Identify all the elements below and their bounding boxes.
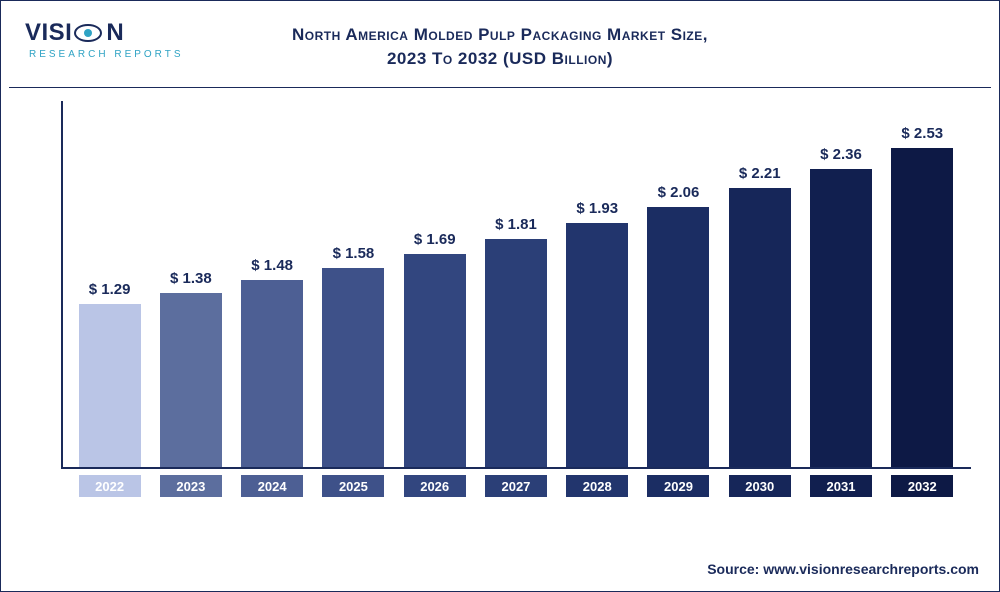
bar <box>322 268 384 467</box>
x-axis-label: 2026 <box>404 475 466 497</box>
source-label: Source: <box>707 561 763 577</box>
bar <box>729 188 791 467</box>
bar <box>241 280 303 467</box>
x-axis-label: 2023 <box>160 475 222 497</box>
bar <box>891 148 953 467</box>
bar-group: $ 1.93 <box>561 200 633 467</box>
x-axis-label: 2030 <box>729 475 791 497</box>
x-axis-label: 2031 <box>810 475 872 497</box>
bar <box>160 293 222 467</box>
x-labels-container: 2022 2023 2024 2025 2026 2027 2028 2029 2030 2031… <box>61 475 971 501</box>
bar <box>404 254 466 467</box>
bar <box>647 207 709 467</box>
bar-value-label: $ 1.58 <box>333 245 375 262</box>
bar-group: $ 1.69 <box>399 231 471 467</box>
bar-group: $ 1.29 <box>74 281 146 467</box>
chart-title: North America Molded Pulp Packaging Mark… <box>1 23 999 71</box>
x-axis <box>61 467 971 469</box>
bar <box>810 169 872 467</box>
title-divider <box>9 87 991 88</box>
bar-group: $ 2.53 <box>886 125 958 467</box>
bar-group: $ 1.48 <box>236 257 308 467</box>
bar-value-label: $ 1.93 <box>576 200 618 217</box>
bar-value-label: $ 1.48 <box>251 257 293 274</box>
bar <box>566 223 628 467</box>
chart-title-line2: 2023 To 2032 (USD Billion) <box>1 47 999 71</box>
x-axis-label: 2028 <box>566 475 628 497</box>
bar-value-label: $ 2.21 <box>739 165 781 182</box>
bar-value-label: $ 1.69 <box>414 231 456 248</box>
bar-group: $ 2.06 <box>642 184 714 467</box>
bar-value-label: $ 2.06 <box>658 184 700 201</box>
bar-group: $ 1.58 <box>317 245 389 467</box>
x-axis-label: 2022 <box>79 475 141 497</box>
bar-group: $ 1.38 <box>155 270 227 467</box>
x-axis-label: 2029 <box>647 475 709 497</box>
bar <box>485 239 547 467</box>
chart-frame: VISI N RESEARCH REPORTS North America Mo… <box>0 0 1000 592</box>
x-axis-label: 2025 <box>322 475 384 497</box>
x-axis-label: 2032 <box>891 475 953 497</box>
x-axis-label: 2024 <box>241 475 303 497</box>
bar-group: $ 1.81 <box>480 216 552 467</box>
bar-value-label: $ 1.81 <box>495 216 537 233</box>
source-line: Source: www.visionresearchreports.com <box>707 561 979 577</box>
bar-group: $ 2.36 <box>805 146 877 467</box>
bar-group: $ 2.21 <box>724 165 796 467</box>
chart-title-line1: North America Molded Pulp Packaging Mark… <box>1 23 999 47</box>
bar-value-label: $ 1.29 <box>89 281 131 298</box>
bar-chart-plot: $ 1.29 $ 1.38 $ 1.48 $ 1.58 $ 1.69 $ 1.81 $ 1.… <box>61 101 971 501</box>
bars-container: $ 1.29 $ 1.38 $ 1.48 $ 1.58 $ 1.69 $ 1.81 $ 1.… <box>61 101 971 467</box>
bar-value-label: $ 2.36 <box>820 146 862 163</box>
bar <box>79 304 141 467</box>
source-url: www.visionresearchreports.com <box>763 561 979 577</box>
bar-value-label: $ 2.53 <box>901 125 943 142</box>
x-axis-label: 2027 <box>485 475 547 497</box>
bar-value-label: $ 1.38 <box>170 270 212 287</box>
